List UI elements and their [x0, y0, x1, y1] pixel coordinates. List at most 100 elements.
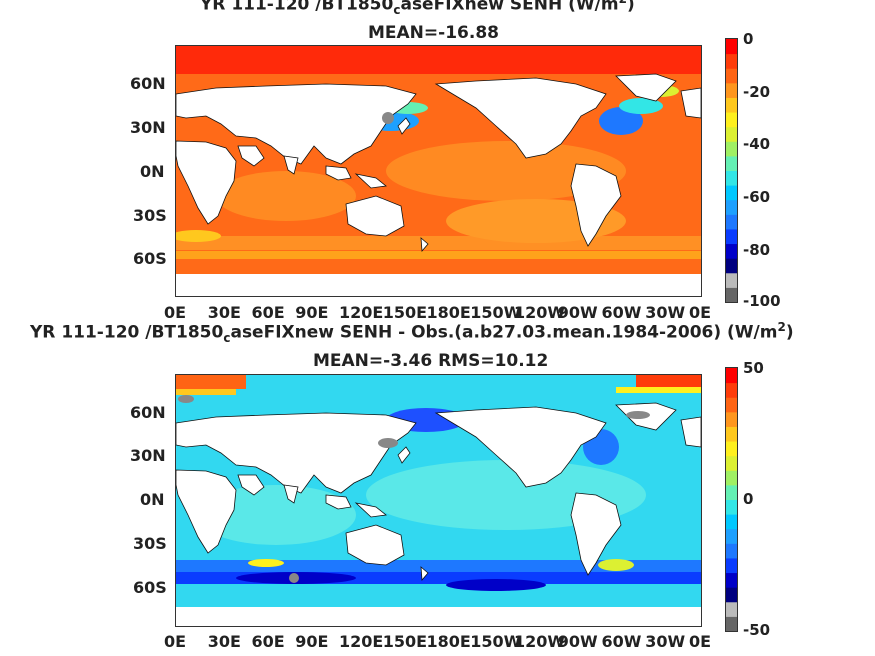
panel1-colorbar-segment — [726, 185, 737, 201]
panel2-colorbar-segment — [726, 382, 737, 398]
panel2-lon-tick: 150W — [470, 632, 522, 651]
panel1-lat-60s: 60S — [133, 249, 167, 268]
panel1-lon-tick: 90W — [557, 303, 598, 322]
panel1-colorbar-segment — [726, 141, 737, 157]
panel1-missing-spot — [382, 112, 394, 124]
panel2-lon-tick: 180E — [426, 632, 471, 651]
panel1-colorbar-segment — [726, 112, 737, 128]
panel2-colorbar-segment — [726, 426, 737, 442]
panel1-colorbar-segment — [726, 272, 737, 288]
panel2-lat-0n: 0N — [140, 490, 165, 509]
panel1-title-line1: YR 111-120 /BT1850caseFIXnew SENH (W/m2) — [200, 0, 635, 18]
panel2-lon-tick: 0E — [164, 632, 187, 651]
panel1-lon-tick: 120W — [514, 303, 566, 322]
panel2-colorbar-segment — [726, 455, 737, 471]
panel2-colorbar-segment — [726, 441, 737, 457]
panel2-lat-60s: 60S — [133, 578, 167, 597]
panel2-southern-ocean-bias — [176, 560, 701, 572]
panel1-colorbar-segment — [726, 155, 737, 171]
panel1-lon-tick: 120E — [339, 303, 384, 322]
panel1-cbar-tick-4: -80 — [743, 241, 771, 259]
panel1-lon-tick: 60E — [251, 303, 285, 322]
panel2-colorbar-segment — [726, 397, 737, 413]
panel2-lon-tick: 60W — [601, 632, 642, 651]
panel2-colorbar-segment — [726, 499, 737, 515]
panel1-land — [176, 73, 701, 252]
panel2-colorbar-segment — [726, 543, 737, 559]
panel2-colorbar-segment — [726, 368, 737, 384]
panel2-lon-tick: 0E — [689, 632, 712, 651]
panel1-gulf-stream — [599, 107, 643, 135]
panel1-cbar-tick-0: 0 — [743, 30, 754, 48]
panel1-colorbar-segment — [726, 68, 737, 84]
panel2-lon-tick: 150E — [382, 632, 428, 651]
panel2-missing-spot-4 — [289, 573, 299, 583]
panel2-lon-tick: 30W — [645, 632, 686, 651]
panel2-colorbar-svg — [726, 368, 737, 631]
panel1-lat-30n: 30N — [130, 118, 166, 137]
panel2-antarctica — [176, 607, 701, 626]
panel2-colorbar-segment — [726, 470, 737, 486]
panel2-cbar-tick-2: -50 — [743, 621, 771, 639]
panel1-colorbar-segment — [726, 53, 737, 69]
panel1-lon-tick: 0E — [689, 303, 712, 322]
panel1-colorbar-segment — [726, 39, 737, 55]
panel1-lon-tick: 150W — [470, 303, 522, 322]
panel2-map — [175, 374, 702, 627]
panel1-cbar-tick-1: -20 — [743, 83, 771, 101]
panel2-lon-tick: 90W — [557, 632, 598, 651]
panel1-lon-tick: 60W — [601, 303, 642, 322]
panel2-colorbar-segment — [726, 528, 737, 544]
panel1-cbar-tick-5: -100 — [743, 292, 781, 310]
panel1-lon-tick: 0E — [164, 303, 187, 322]
panel2-colorbar-segment — [726, 572, 737, 588]
panel1-antarctica — [176, 274, 701, 296]
panel1-lat-30s: 30S — [133, 206, 167, 225]
panel2-map-svg — [176, 375, 701, 626]
panel1-colorbar-segment — [726, 199, 737, 215]
panel2-lat-60n: 60N — [130, 403, 166, 422]
panel1-colorbar-segment — [726, 82, 737, 98]
panel1-colorbar-segment — [726, 258, 737, 274]
panel1-lon-tick: 30E — [207, 303, 241, 322]
panel1-colorbar-svg — [726, 39, 737, 302]
panel2-arctic-warm — [176, 375, 246, 389]
panel1-cbar-tick-2: -40 — [743, 135, 771, 153]
panel2-missing-spot-3 — [626, 411, 650, 419]
panel1-lat-0n: 0N — [140, 162, 165, 181]
panel1-map-svg — [176, 46, 701, 296]
panel1-colorbar-segment — [726, 243, 737, 259]
panel1-lat-60n: 60N — [130, 74, 166, 93]
panel2-lon-tick: 120E — [339, 632, 384, 651]
panel2-title-line2: MEAN=-3.46 RMS=10.12 — [313, 351, 549, 371]
panel1-lon-tick: 180E — [426, 303, 471, 322]
panel2-colorbar-segment — [726, 411, 737, 427]
panel2-colorbar-segment — [726, 616, 737, 631]
panel2-colorbar-segment — [726, 601, 737, 617]
panel2-missing-spot-1 — [178, 395, 194, 403]
panel1-colorbar-segment — [726, 170, 737, 186]
panel2-lon-tick: 30E — [207, 632, 241, 651]
panel2-colorbar — [725, 367, 738, 632]
panel1-title-line2: MEAN=-16.88 — [368, 23, 499, 43]
panel1-colorbar-segment — [726, 214, 737, 230]
panel1-lon-tick: 90E — [295, 303, 329, 322]
panel1-colorbar-segment — [726, 97, 737, 113]
panel1-map — [175, 45, 702, 297]
panel2-lat-30s: 30S — [133, 534, 167, 553]
panel2-land — [176, 402, 701, 581]
panel1-colorbar-segment — [726, 287, 737, 302]
panel1-cbar-tick-3: -60 — [743, 188, 771, 206]
panel1-tropical-patch — [386, 141, 626, 201]
panel2-title-line1: YR 111-120 /BT1850caseFIXnew SENH - Obs.… — [30, 320, 794, 346]
panel2-lon-tick: 60E — [251, 632, 285, 651]
panel2-colorbar-segment — [726, 484, 737, 500]
panel1-colorbar-segment — [726, 126, 737, 142]
panel1-arctic-band — [176, 46, 701, 74]
panel1-lon-tick: 30W — [645, 303, 686, 322]
panel2-cbar-tick-0: 50 — [743, 359, 764, 377]
panel1-lon-tick: 150E — [382, 303, 428, 322]
panel1-colorbar — [725, 38, 738, 303]
panel2-colorbar-segment — [726, 557, 737, 574]
panel2-colorbar-segment — [726, 514, 737, 530]
